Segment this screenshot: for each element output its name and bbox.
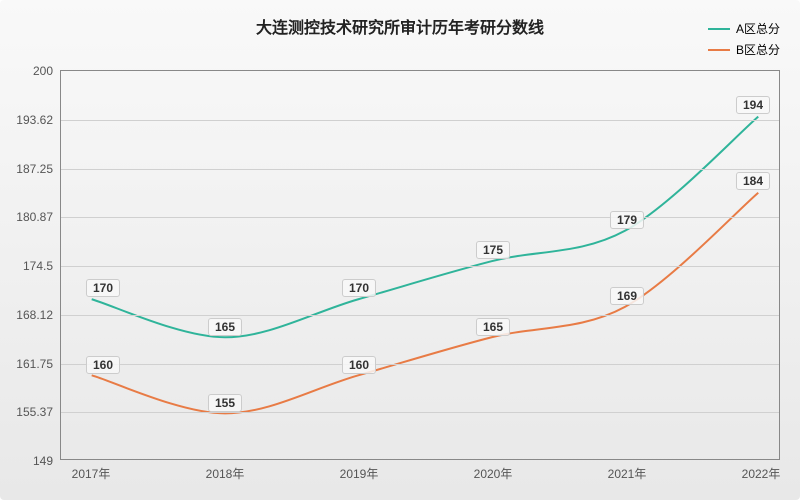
y-tick-label: 155.37 <box>16 405 61 419</box>
y-tick-label: 149 <box>33 454 61 468</box>
line-layer <box>61 71 779 459</box>
y-tick-label: 174.5 <box>23 259 61 273</box>
x-tick-label: 2021年 <box>608 459 647 482</box>
series-a-line <box>92 117 759 338</box>
data-label: 170 <box>86 279 120 297</box>
y-tick-label: 187.25 <box>16 162 61 176</box>
x-tick-label: 2020年 <box>474 459 513 482</box>
data-label: 160 <box>86 356 120 374</box>
series-b-line <box>92 193 759 414</box>
data-label: 169 <box>610 287 644 305</box>
grid-line <box>61 266 779 267</box>
legend-item-b: B区总分 <box>708 41 780 58</box>
legend-label-b: B区总分 <box>736 41 780 58</box>
data-label: 170 <box>342 279 376 297</box>
chart-container: 大连测控技术研究所审计历年考研分数线 A区总分 B区总分 149155.3716… <box>0 0 800 500</box>
x-tick-label: 2017年 <box>72 459 111 482</box>
data-label: 165 <box>476 318 510 336</box>
data-label: 194 <box>736 96 770 114</box>
y-tick-label: 180.87 <box>16 210 61 224</box>
x-tick-label: 2022年 <box>742 459 781 482</box>
legend-item-a: A区总分 <box>708 20 780 37</box>
grid-line <box>61 169 779 170</box>
grid-line <box>61 315 779 316</box>
x-tick-label: 2019年 <box>340 459 379 482</box>
data-label: 179 <box>610 211 644 229</box>
legend-swatch-b <box>708 49 730 51</box>
legend-swatch-a <box>708 28 730 30</box>
grid-line <box>61 364 779 365</box>
data-label: 165 <box>208 318 242 336</box>
legend: A区总分 B区总分 <box>708 20 780 62</box>
data-label: 184 <box>736 172 770 190</box>
data-label: 175 <box>476 241 510 259</box>
y-tick-label: 161.75 <box>16 357 61 371</box>
plot-area: 149155.37161.75168.12174.5180.87187.2519… <box>60 70 780 460</box>
y-tick-label: 168.12 <box>16 308 61 322</box>
grid-line <box>61 412 779 413</box>
legend-label-a: A区总分 <box>736 20 780 37</box>
y-tick-label: 200 <box>33 64 61 78</box>
grid-line <box>61 120 779 121</box>
grid-line <box>61 217 779 218</box>
chart-title: 大连测控技术研究所审计历年考研分数线 <box>0 14 800 38</box>
y-tick-label: 193.62 <box>16 113 61 127</box>
x-tick-label: 2018年 <box>206 459 245 482</box>
data-label: 155 <box>208 394 242 412</box>
data-label: 160 <box>342 356 376 374</box>
